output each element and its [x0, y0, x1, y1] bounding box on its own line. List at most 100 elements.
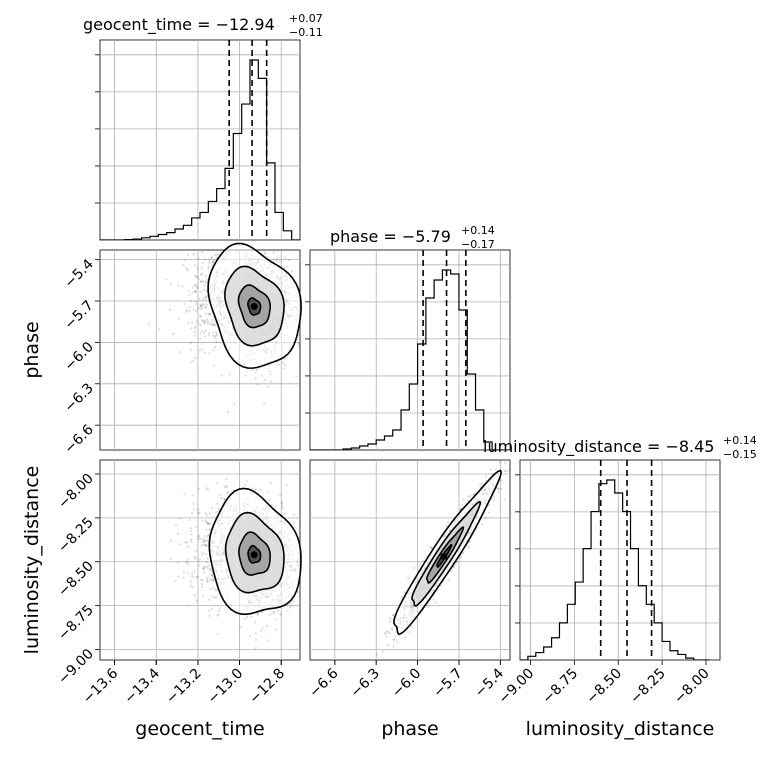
sample-point — [187, 558, 190, 561]
sample-point — [299, 387, 300, 389]
sample-point — [223, 485, 226, 488]
sample-point — [185, 560, 188, 563]
sample-point — [201, 318, 204, 322]
sample-point — [259, 244, 261, 246]
sample-point — [208, 352, 211, 355]
sample-point — [390, 618, 393, 621]
sample-point — [388, 632, 391, 635]
sample-point — [206, 567, 209, 570]
xtick-label-phase-3: −5.7 — [430, 666, 465, 701]
sample-point — [193, 284, 196, 287]
sample-point — [228, 373, 231, 376]
sample-point — [307, 350, 309, 352]
sample-point — [225, 478, 228, 481]
sample-point — [226, 410, 230, 414]
sample-point — [204, 539, 207, 542]
sample-point — [202, 540, 205, 543]
sample-point — [439, 584, 442, 588]
xtick-label-geocent_time-3: −13.0 — [205, 666, 247, 708]
sample-point — [199, 280, 202, 283]
sample-point — [200, 586, 204, 589]
sample-point — [177, 284, 180, 287]
sample-point — [203, 540, 206, 543]
sample-point — [206, 580, 209, 583]
sample-point — [467, 545, 471, 549]
sample-point — [200, 267, 203, 270]
sample-point — [191, 575, 194, 578]
sample-point — [284, 363, 287, 366]
sample-point — [265, 624, 269, 628]
sample-point — [178, 543, 182, 546]
sample-point — [193, 264, 197, 267]
sample-point — [198, 349, 201, 352]
sample-point — [224, 486, 228, 489]
sample-point — [459, 556, 462, 560]
sample-point — [169, 283, 173, 286]
sample-point — [272, 611, 275, 614]
sample-point — [207, 320, 210, 323]
sample-point — [211, 323, 215, 326]
ytick-label-phase-0: −6.6 — [61, 422, 96, 457]
sample-point — [201, 544, 204, 547]
sample-point — [197, 488, 200, 491]
title-phase-minus: −0.17 — [461, 238, 495, 251]
sample-point — [303, 322, 305, 324]
sample-point — [187, 321, 190, 324]
sample-point — [199, 337, 202, 340]
sample-point — [407, 630, 410, 634]
sample-point — [181, 285, 184, 288]
sample-point — [199, 323, 202, 327]
sample-point — [194, 325, 197, 328]
sample-point — [227, 492, 230, 495]
sample-point — [462, 498, 465, 501]
sample-point — [286, 484, 289, 487]
sample-point — [177, 317, 181, 320]
sample-point — [207, 609, 210, 612]
sample-point — [205, 565, 208, 568]
sample-point — [203, 351, 207, 355]
sample-point — [217, 250, 220, 251]
sample-point — [207, 528, 211, 531]
ytick-label-phase-4: −5.4 — [61, 256, 96, 291]
ytick-label-luminosity_distance-2: −8.50 — [55, 558, 97, 600]
sample-point — [206, 278, 209, 282]
sample-point — [273, 505, 276, 508]
sample-point — [186, 572, 189, 575]
sample-point — [244, 617, 247, 621]
sample-point — [427, 605, 430, 608]
sample-point — [283, 357, 286, 360]
sample-point — [204, 520, 207, 524]
sample-point — [280, 502, 283, 505]
sample-point — [220, 374, 223, 377]
sample-point — [190, 533, 193, 536]
xtick-label-luminosity_distance-3: −8.25 — [627, 666, 669, 708]
sample-point — [429, 545, 432, 549]
sample-point — [385, 630, 388, 633]
sample-point — [201, 567, 204, 570]
ytick-label-luminosity_distance-1: −8.75 — [55, 602, 97, 644]
sample-point — [207, 488, 210, 491]
sample-point — [245, 480, 248, 483]
sample-point — [212, 260, 215, 263]
sample-point — [410, 625, 414, 628]
sample-point — [467, 495, 470, 498]
sample-point — [207, 334, 211, 337]
sample-point — [375, 653, 379, 656]
sample-point — [191, 494, 194, 497]
sample-point — [207, 598, 211, 601]
sample-point — [207, 564, 210, 567]
sample-point — [147, 322, 150, 325]
sample-point — [266, 385, 270, 388]
sample-point — [254, 646, 257, 650]
sample-point — [269, 380, 273, 383]
sample-point — [188, 306, 191, 309]
sample-point — [178, 351, 181, 354]
sample-point — [223, 498, 226, 501]
sample-point — [396, 640, 399, 643]
xtick-label-luminosity_distance-2: −8.50 — [583, 666, 625, 708]
sample-point — [185, 561, 188, 564]
sample-point — [211, 323, 214, 326]
sample-point — [468, 540, 471, 544]
sample-point — [202, 537, 205, 540]
sample-point — [391, 628, 394, 631]
